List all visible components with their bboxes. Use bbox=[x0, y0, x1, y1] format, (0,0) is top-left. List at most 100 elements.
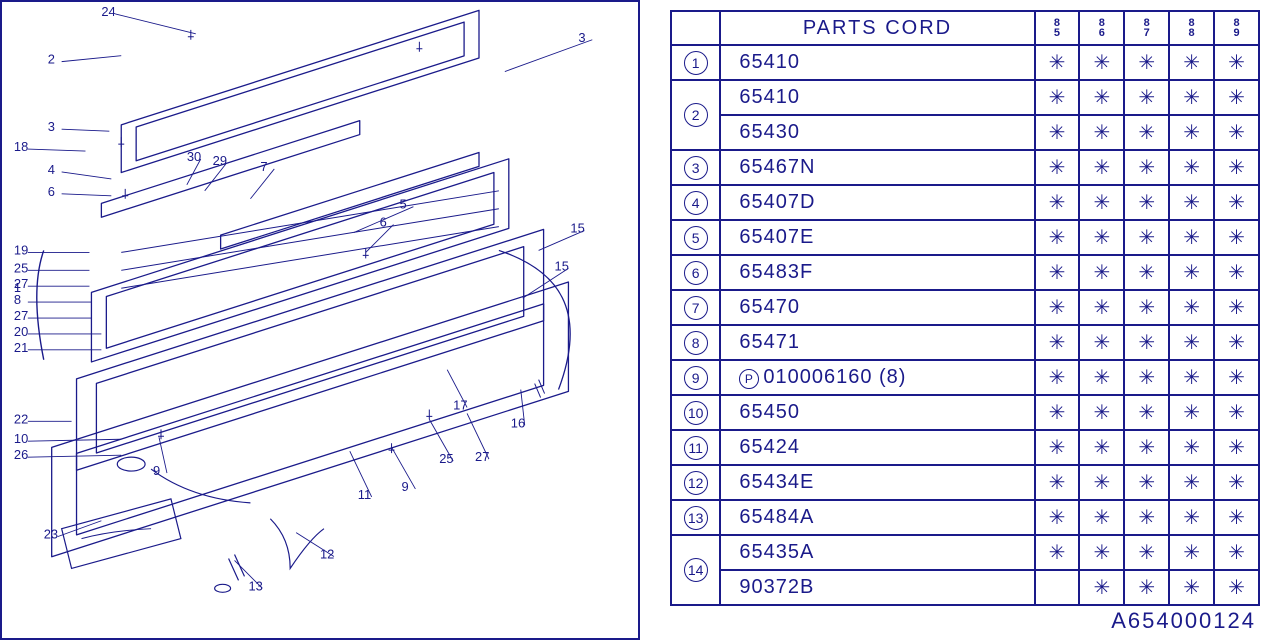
table-row: 265410✳✳✳✳✳ bbox=[671, 80, 1259, 115]
part-code: 65450 bbox=[720, 395, 1034, 430]
applicability-mark: ✳ bbox=[1214, 255, 1259, 290]
header-year-3: 88 bbox=[1169, 11, 1214, 45]
applicability-mark: ✳ bbox=[1169, 535, 1214, 570]
applicability-mark: ✳ bbox=[1035, 150, 1080, 185]
applicability-mark: ✳ bbox=[1035, 465, 1080, 500]
applicability-mark: ✳ bbox=[1079, 465, 1124, 500]
applicability-mark: ✳ bbox=[1214, 535, 1259, 570]
applicability-mark: ✳ bbox=[1035, 290, 1080, 325]
applicability-mark: ✳ bbox=[1079, 255, 1124, 290]
applicability-mark: ✳ bbox=[1124, 430, 1169, 465]
row-index: 1 bbox=[671, 45, 720, 80]
header-year-4: 89 bbox=[1214, 11, 1259, 45]
applicability-mark: ✳ bbox=[1124, 500, 1169, 535]
callout-number: 15 bbox=[555, 258, 569, 273]
table-row: 90372B✳✳✳✳ bbox=[671, 570, 1259, 605]
applicability-mark: ✳ bbox=[1214, 360, 1259, 395]
part-code: 65434E bbox=[720, 465, 1034, 500]
applicability-mark: ✳ bbox=[1124, 80, 1169, 115]
callout-number: 29 bbox=[213, 153, 227, 168]
table-row: 365467N✳✳✳✳✳ bbox=[671, 150, 1259, 185]
callout-number: 3 bbox=[48, 119, 55, 134]
applicability-mark: ✳ bbox=[1214, 395, 1259, 430]
callout-number: 10 bbox=[14, 431, 28, 446]
applicability-mark: ✳ bbox=[1035, 360, 1080, 395]
table-row: 1065450✳✳✳✳✳ bbox=[671, 395, 1259, 430]
drawing-number: A654000124 bbox=[1111, 608, 1256, 634]
applicability-mark: ✳ bbox=[1079, 290, 1124, 325]
callout-number: 12 bbox=[320, 547, 334, 562]
callout-number: 9 bbox=[153, 463, 160, 478]
header-year-1: 86 bbox=[1079, 11, 1124, 45]
applicability-mark: ✳ bbox=[1214, 150, 1259, 185]
table-row: 565407E✳✳✳✳✳ bbox=[671, 220, 1259, 255]
applicability-mark: ✳ bbox=[1169, 255, 1214, 290]
applicability-mark: ✳ bbox=[1035, 325, 1080, 360]
applicability-mark: ✳ bbox=[1169, 45, 1214, 80]
callout-number: 22 bbox=[14, 411, 28, 426]
applicability-mark: ✳ bbox=[1214, 80, 1259, 115]
applicability-mark: ✳ bbox=[1169, 465, 1214, 500]
callout-number: 6 bbox=[48, 184, 55, 199]
applicability-mark: ✳ bbox=[1214, 220, 1259, 255]
applicability-mark: ✳ bbox=[1169, 220, 1214, 255]
callout-number: 30 bbox=[187, 149, 201, 164]
callout-number: 18 bbox=[14, 139, 28, 154]
part-code: 65471 bbox=[720, 325, 1034, 360]
applicability-mark: ✳ bbox=[1079, 535, 1124, 570]
applicability-mark: ✳ bbox=[1214, 465, 1259, 500]
applicability-mark: ✳ bbox=[1079, 185, 1124, 220]
applicability-mark: ✳ bbox=[1169, 80, 1214, 115]
row-index: 8 bbox=[671, 325, 720, 360]
applicability-mark: ✳ bbox=[1079, 325, 1124, 360]
row-index: 2 bbox=[671, 80, 720, 150]
callout-number: 1 bbox=[14, 280, 21, 295]
applicability-mark: ✳ bbox=[1124, 290, 1169, 325]
applicability-mark: ✳ bbox=[1079, 570, 1124, 605]
applicability-mark: ✳ bbox=[1035, 255, 1080, 290]
applicability-mark: ✳ bbox=[1079, 395, 1124, 430]
callout-number: 26 bbox=[14, 447, 28, 462]
exploded-diagram: 2423184619252782720211221026239131211925… bbox=[0, 0, 640, 640]
applicability-mark: ✳ bbox=[1124, 255, 1169, 290]
applicability-mark: ✳ bbox=[1214, 115, 1259, 150]
table-row: 1265434E✳✳✳✳✳ bbox=[671, 465, 1259, 500]
part-code: 65424 bbox=[720, 430, 1034, 465]
part-code: P010006160 (8) bbox=[720, 360, 1034, 395]
applicability-mark: ✳ bbox=[1214, 45, 1259, 80]
callout-number: 5 bbox=[400, 197, 407, 212]
table-row: 765470✳✳✳✳✳ bbox=[671, 290, 1259, 325]
table-row: 665483F✳✳✳✳✳ bbox=[671, 255, 1259, 290]
applicability-mark: ✳ bbox=[1214, 290, 1259, 325]
part-code: 65483F bbox=[720, 255, 1034, 290]
callout-number: 6 bbox=[380, 215, 387, 230]
table-row: 1365484A✳✳✳✳✳ bbox=[671, 500, 1259, 535]
applicability-mark: ✳ bbox=[1124, 395, 1169, 430]
row-index: 3 bbox=[671, 150, 720, 185]
applicability-mark: ✳ bbox=[1124, 115, 1169, 150]
part-code: 65410 bbox=[720, 80, 1034, 115]
applicability-mark: ✳ bbox=[1214, 430, 1259, 465]
applicability-mark: ✳ bbox=[1035, 80, 1080, 115]
part-code: 65410 bbox=[720, 45, 1034, 80]
callout-number: 20 bbox=[14, 324, 28, 339]
applicability-mark: ✳ bbox=[1035, 430, 1080, 465]
applicability-mark: ✳ bbox=[1035, 185, 1080, 220]
callout-number: 21 bbox=[14, 340, 28, 355]
callout-number: 13 bbox=[248, 578, 262, 593]
header-year-0: 85 bbox=[1035, 11, 1080, 45]
applicability-mark: ✳ bbox=[1169, 290, 1214, 325]
applicability-mark: ✳ bbox=[1214, 500, 1259, 535]
applicability-mark: ✳ bbox=[1169, 570, 1214, 605]
parts-table: PARTS CORD 85 86 87 88 89 165410✳✳✳✳✳265… bbox=[670, 10, 1260, 606]
applicability-mark: ✳ bbox=[1169, 395, 1214, 430]
applicability-mark: ✳ bbox=[1035, 220, 1080, 255]
row-index: 7 bbox=[671, 290, 720, 325]
row-index: 5 bbox=[671, 220, 720, 255]
table-row: 65430✳✳✳✳✳ bbox=[671, 115, 1259, 150]
applicability-mark: ✳ bbox=[1035, 535, 1080, 570]
row-index: 4 bbox=[671, 185, 720, 220]
callout-number: 19 bbox=[14, 242, 28, 257]
callout-number: 16 bbox=[511, 415, 525, 430]
callout-number: 27 bbox=[14, 308, 28, 323]
